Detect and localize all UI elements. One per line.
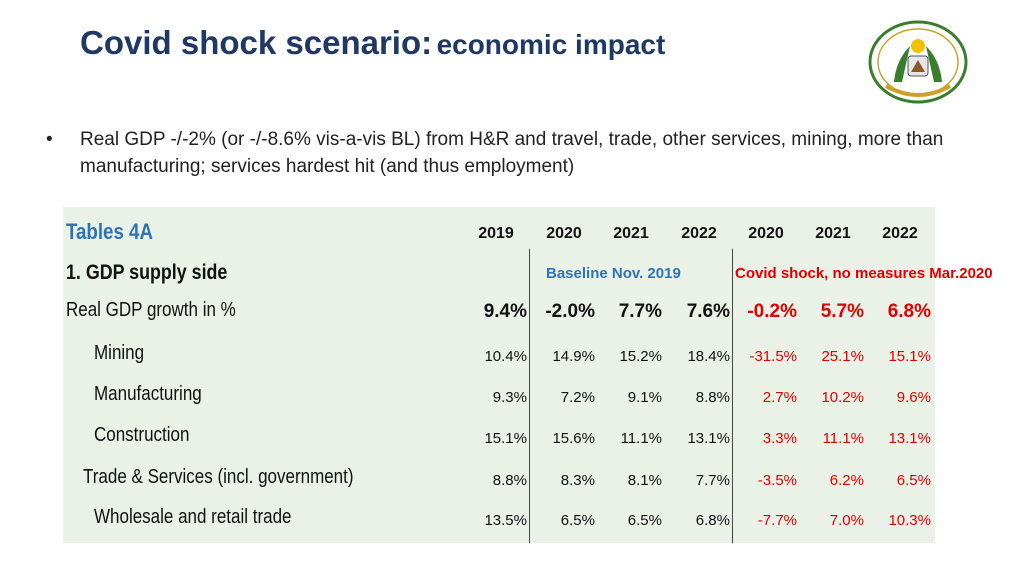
table-name: Tables 4A bbox=[66, 219, 153, 244]
bullet-text: Real GDP -/-2% (or -/-8.6% vis-a-vis BL)… bbox=[80, 129, 944, 177]
row-label: Wholesale and retail trade bbox=[94, 506, 292, 528]
gdp-table: Tables 4A 1. GDP supply side Baseline No… bbox=[63, 207, 993, 543]
table-cell: -31.5% bbox=[749, 348, 797, 365]
table-cell: 13.1% bbox=[888, 430, 931, 447]
year-header: 2019 bbox=[478, 225, 514, 242]
table-cell: 25.1% bbox=[821, 348, 864, 365]
table-cell: 7.7% bbox=[695, 472, 730, 489]
baseline-label: Baseline Nov. 2019 bbox=[546, 265, 681, 282]
year-header: 2021 bbox=[815, 225, 851, 242]
table-cell: 8.1% bbox=[627, 472, 662, 489]
table-cell: 11.1% bbox=[620, 430, 662, 447]
table-cell: 9.1% bbox=[627, 389, 662, 406]
year-header: 2022 bbox=[681, 225, 717, 242]
row-label: Construction bbox=[94, 424, 190, 446]
table-cell: 15.1% bbox=[888, 348, 931, 365]
bullet-marker: • bbox=[46, 129, 53, 150]
table-cell: -3.5% bbox=[757, 472, 797, 489]
table-cell: 6.2% bbox=[829, 472, 864, 489]
row-label: Trade & Services (incl. government) bbox=[83, 466, 354, 488]
table-cell: 8.8% bbox=[695, 389, 730, 406]
table-cell: -0.2% bbox=[747, 301, 797, 322]
section-title: 1. GDP supply side bbox=[66, 261, 228, 284]
table-cell: 6.5% bbox=[627, 512, 662, 529]
year-header: 2020 bbox=[546, 225, 582, 242]
table-cell: 10.2% bbox=[821, 389, 864, 406]
year-header: 2020 bbox=[748, 225, 784, 242]
year-header: 2022 bbox=[882, 225, 918, 242]
table-cell: 11.1% bbox=[822, 430, 864, 447]
table-cell: 2.7% bbox=[762, 389, 797, 406]
table-cell: 10.4% bbox=[484, 348, 527, 365]
table-cell: 6.8% bbox=[887, 301, 931, 322]
table-cell: 15.2% bbox=[619, 348, 662, 365]
table-cell: 13.5% bbox=[484, 512, 527, 529]
table-cell: 7.7% bbox=[618, 301, 662, 322]
table-cell: 6.5% bbox=[896, 472, 931, 489]
slide-title: Covid shock scenario: economic impact bbox=[80, 24, 665, 62]
table-cell: 9.3% bbox=[492, 389, 527, 406]
row-label: Manufacturing bbox=[94, 383, 202, 405]
divider-line bbox=[732, 249, 733, 543]
table-cell: 15.6% bbox=[552, 430, 595, 447]
table-cell: -7.7% bbox=[757, 512, 797, 529]
divider-line bbox=[529, 249, 530, 543]
title-main: Covid shock scenario: bbox=[80, 24, 433, 61]
table-cell: 14.9% bbox=[552, 348, 595, 365]
shock-label: Covid shock, no measures Mar.2020 bbox=[735, 265, 993, 282]
table-cell: 3.3% bbox=[762, 430, 797, 447]
table-cell: 18.4% bbox=[687, 348, 730, 365]
coat-of-arms-logo bbox=[868, 20, 968, 104]
table-cell: 8.3% bbox=[560, 472, 595, 489]
row-label: Real GDP growth in % bbox=[66, 299, 236, 321]
table-cell: 9.6% bbox=[896, 389, 931, 406]
table-cell: 13.1% bbox=[687, 430, 730, 447]
table-cell: 6.8% bbox=[695, 512, 730, 529]
table-cell: 8.8% bbox=[492, 472, 527, 489]
row-label: Mining bbox=[94, 342, 145, 364]
table-cell: 10.3% bbox=[888, 512, 931, 529]
table-cell: 7.2% bbox=[560, 389, 595, 406]
table-cell: 5.7% bbox=[820, 301, 864, 322]
table-cell: -2.0% bbox=[545, 301, 595, 322]
table-cell: 6.5% bbox=[560, 512, 595, 529]
table-cell: 9.4% bbox=[483, 301, 527, 322]
table-cell: 15.1% bbox=[484, 430, 527, 447]
title-sub: economic impact bbox=[436, 29, 666, 60]
table-cell: 7.0% bbox=[829, 512, 864, 529]
table-cell: 7.6% bbox=[686, 301, 730, 322]
year-header: 2021 bbox=[613, 225, 649, 242]
